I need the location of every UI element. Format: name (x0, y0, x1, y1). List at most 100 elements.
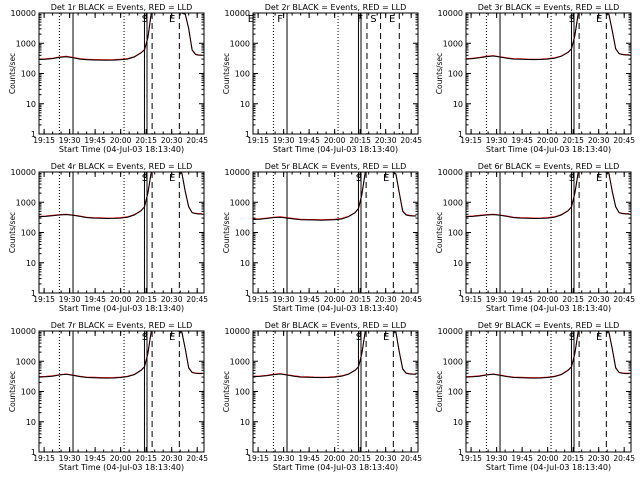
event-marker-label: E (596, 14, 602, 25)
y-axis-label: Counts/sec (8, 212, 17, 253)
x-tick-label: 20:30 (375, 454, 397, 463)
panel-det-7: Det 7r BLACK = Events, RED = LLD S E 1 10 100… (8, 321, 208, 472)
event-marker-label: E (596, 332, 602, 343)
x-tick-label: 19:15 (460, 454, 482, 463)
x-tick-label: 19:45 (298, 136, 320, 145)
x-tick-label: 19:30 (486, 136, 508, 145)
series-line-lld (465, 12, 630, 60)
series-line-events (465, 12, 630, 61)
x-tick-label: 19:30 (59, 454, 81, 463)
x-tick-label: 19:45 (84, 136, 106, 145)
x-tick-label: 20:30 (161, 454, 183, 463)
event-marker-label: E (596, 173, 602, 184)
y-tick-label: 1000 (16, 198, 36, 207)
x-tick-label: 20:30 (588, 295, 610, 304)
y-tick-label: 100 (235, 70, 250, 79)
panel-det-4: Det 4r BLACK = Events, RED = LLD S E 1 10 100… (8, 162, 208, 313)
y-tick-label: 10000 (438, 168, 463, 177)
x-axis-label: Start Time (04-Jul-03 18:13:40) (59, 304, 184, 313)
series-line-events (38, 330, 203, 379)
x-tick-label: 20:45 (186, 454, 208, 463)
y-tick-label: 10 (26, 418, 36, 427)
y-tick-label: 1 (245, 289, 250, 298)
x-tick-label: 19:15 (33, 136, 55, 145)
x-tick-label: 19:45 (84, 295, 106, 304)
panel-det-1: Det 1r BLACK = Events, RED = LLD S E 1 10 100… (8, 3, 208, 154)
y-axis-label: Counts/sec (8, 53, 17, 94)
panel-title: Det 8r BLACK = Events, RED = LLD (265, 321, 407, 330)
event-marker-label: S (356, 173, 362, 184)
panel-title: Det 1r BLACK = Events, RED = LLD (51, 3, 193, 12)
y-tick-label: 1 (31, 130, 36, 139)
x-axis-label: Start Time (04-Jul-03 18:13:40) (273, 463, 398, 472)
y-tick-label: 10000 (225, 327, 250, 336)
y-tick-label: 1000 (443, 357, 463, 366)
event-marker-label: F (277, 14, 283, 25)
x-tick-label: 19:30 (273, 295, 295, 304)
x-tick-label: 20:00 (324, 295, 346, 304)
x-tick-label: 19:45 (511, 136, 533, 145)
y-tick-label: 10 (26, 259, 36, 268)
event-marker-label: S (370, 14, 376, 25)
x-tick-label: 20:00 (110, 136, 132, 145)
y-tick-label: 10 (453, 259, 463, 268)
x-tick-label: 19:30 (273, 136, 295, 145)
event-marker-label: E (169, 173, 175, 184)
x-tick-label: 20:30 (375, 295, 397, 304)
x-tick-label: 20:00 (324, 136, 346, 145)
y-tick-label: 10 (240, 100, 250, 109)
y-tick-label: 1 (245, 130, 250, 139)
x-axis-label: Start Time (04-Jul-03 18:13:40) (486, 304, 611, 313)
x-tick-label: 20:15 (562, 295, 584, 304)
y-tick-label: 10000 (225, 168, 250, 177)
x-tick-label: 19:30 (59, 136, 81, 145)
event-marker-label: F (357, 14, 363, 25)
event-marker-label: S (569, 332, 575, 343)
x-tick-label: 19:45 (511, 454, 533, 463)
x-tick-label: 19:15 (247, 295, 269, 304)
event-marker-label: E (169, 332, 175, 343)
x-tick-label: 19:15 (460, 136, 482, 145)
event-marker-label: S (142, 14, 148, 25)
y-tick-label: 100 (235, 388, 250, 397)
x-tick-label: 20:00 (110, 454, 132, 463)
series-line-events (38, 171, 203, 220)
y-tick-label: 10 (26, 100, 36, 109)
series-line-lld (38, 12, 203, 61)
panel-det-9: Det 9r BLACK = Events, RED = LLD S E 1 10 100… (435, 321, 635, 472)
x-tick-label: 19:15 (247, 136, 269, 145)
plot-frame (252, 12, 419, 135)
series-line-events (38, 12, 203, 61)
y-tick-label: 1 (458, 130, 463, 139)
x-tick-label: 20:00 (110, 295, 132, 304)
x-tick-label: 19:15 (247, 454, 269, 463)
x-axis-label: Start Time (04-Jul-03 18:13:40) (59, 145, 184, 154)
x-tick-label: 20:45 (400, 136, 422, 145)
x-tick-label: 20:45 (613, 295, 635, 304)
y-tick-label: 100 (448, 70, 463, 79)
y-tick-label: 1 (245, 448, 250, 457)
event-marker-label: E (389, 14, 395, 25)
y-tick-label: 10000 (438, 327, 463, 336)
y-tick-label: 1 (458, 448, 463, 457)
event-marker-label: S (569, 14, 575, 25)
x-tick-label: 20:15 (349, 295, 371, 304)
event-marker-label: E (383, 332, 389, 343)
series-line-events (465, 171, 630, 220)
panel-title: Det 9r BLACK = Events, RED = LLD (478, 321, 620, 330)
x-tick-label: 20:15 (135, 295, 157, 304)
y-tick-label: 100 (21, 70, 36, 79)
panel-det-3: Det 3r BLACK = Events, RED = LLD S E 1 10 100… (435, 3, 635, 154)
x-tick-label: 20:30 (161, 136, 183, 145)
x-axis-label: Start Time (04-Jul-03 18:13:40) (273, 145, 398, 154)
x-tick-label: 20:15 (562, 136, 584, 145)
panel-title: Det 3r BLACK = Events, RED = LLD (478, 3, 620, 12)
y-tick-label: 1000 (16, 357, 36, 366)
y-tick-label: 100 (235, 229, 250, 238)
x-tick-label: 19:30 (273, 454, 295, 463)
x-axis-label: Start Time (04-Jul-03 18:13:40) (59, 463, 184, 472)
x-tick-label: 19:45 (84, 454, 106, 463)
series-line-lld (252, 330, 417, 378)
x-tick-label: 20:30 (588, 136, 610, 145)
